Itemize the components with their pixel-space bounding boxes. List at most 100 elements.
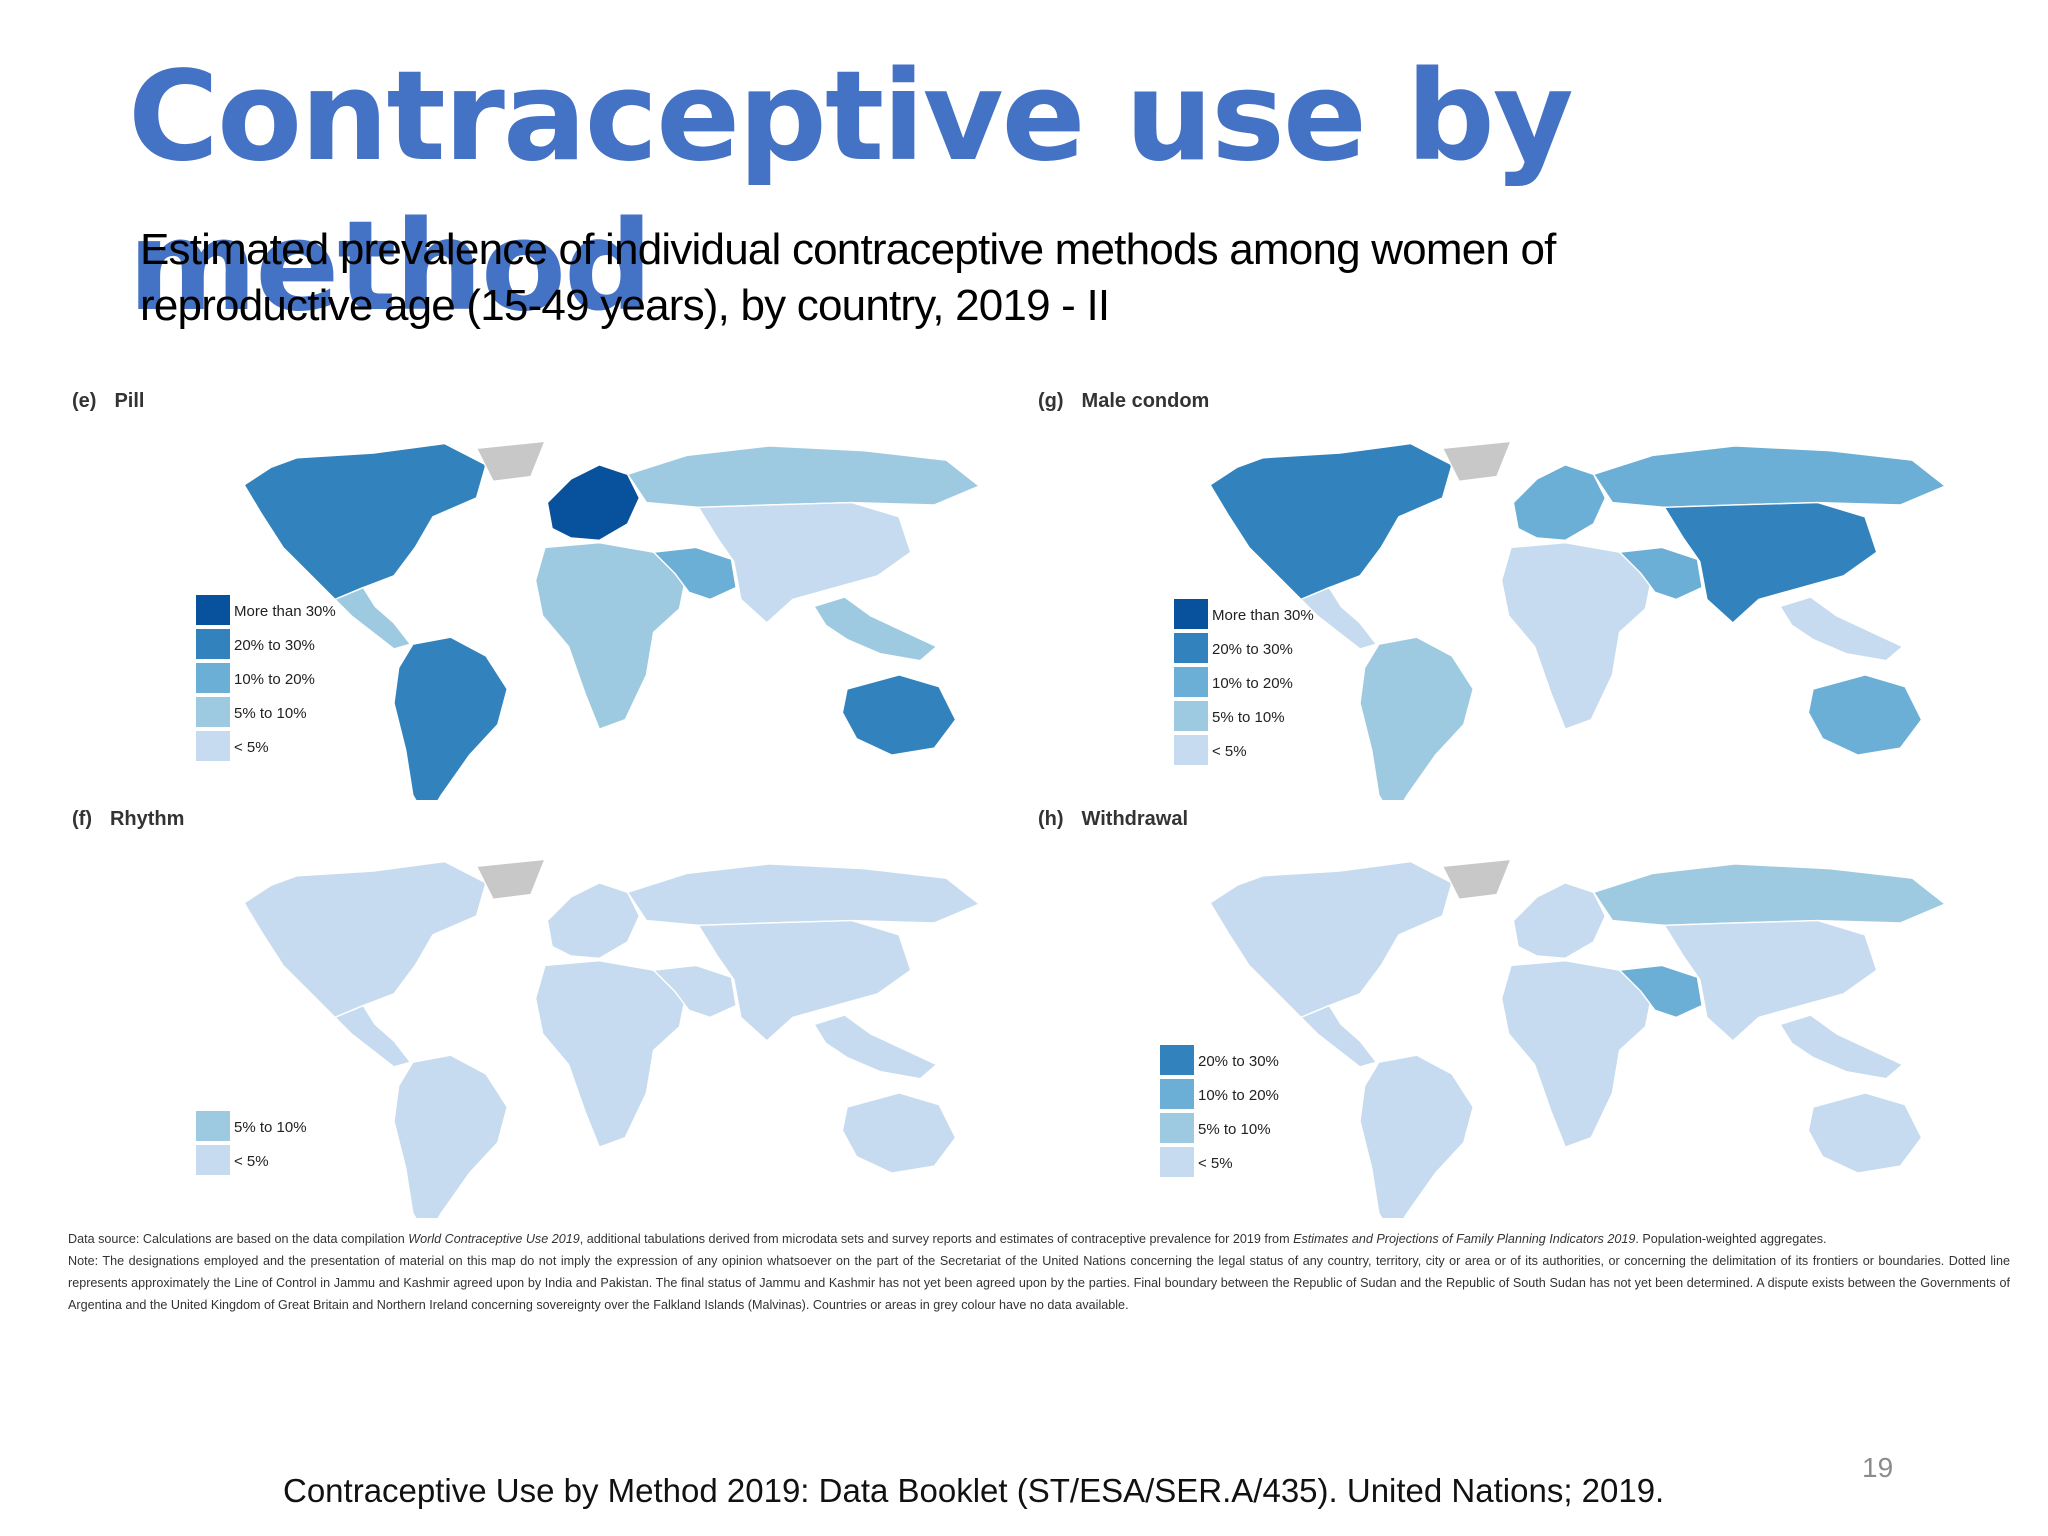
legend-label: 20% to 30%	[234, 636, 315, 654]
map-region-south-america	[1359, 1054, 1475, 1218]
legend-item: 5% to 10%	[1160, 1112, 1279, 1146]
legend-item: < 5%	[196, 730, 336, 764]
legend-swatch	[1160, 1113, 1194, 1145]
map-panel-rhythm: (f) Rhythm 5% to 10% < 5%	[72, 808, 1032, 1228]
map-region-europe	[546, 882, 641, 960]
map-footnotes: Data source: Calculations are based on t…	[68, 1228, 2010, 1316]
panel-letter: (f)	[72, 808, 92, 830]
map-region-middle-east	[1618, 546, 1703, 601]
map-region-central-america	[333, 586, 412, 650]
legend-label: 10% to 20%	[1212, 674, 1293, 692]
panel-name: Rhythm	[109, 808, 185, 830]
map-region-europe	[1512, 882, 1607, 960]
map-region-central-america	[1299, 586, 1378, 650]
legend-item: 20% to 30%	[196, 628, 336, 662]
legend-item: 20% to 30%	[1160, 1044, 1279, 1078]
map-region-asia	[1663, 919, 1878, 1042]
legend-swatch	[196, 697, 230, 729]
map-region-north-america	[243, 860, 487, 1019]
legend-pill: More than 30% 20% to 30% 10% to 20% 5% to 1…	[196, 594, 336, 764]
map-region-africa	[1500, 542, 1654, 731]
legend-item: 20% to 30%	[1174, 632, 1314, 666]
legend-label: < 5%	[1212, 742, 1247, 760]
legend-item: 5% to 10%	[1174, 700, 1314, 734]
legend-label: < 5%	[234, 738, 269, 756]
map-region-africa	[1500, 960, 1654, 1149]
panel-heading: (f) Rhythm	[72, 808, 184, 831]
panel-heading: (e) Pill	[72, 390, 144, 413]
legend-swatch	[196, 1111, 230, 1143]
map-region-australia	[1807, 674, 1923, 756]
map-region-southeast-asia	[812, 1014, 939, 1080]
panel-name: Male condom	[1081, 390, 1210, 412]
world-map-rhythm	[243, 858, 981, 1218]
panel-name: Pill	[114, 390, 145, 412]
legend-swatch	[196, 1145, 230, 1177]
legend-item: 10% to 20%	[1160, 1078, 1279, 1112]
legend-item: < 5%	[196, 1144, 307, 1178]
legend-swatch	[196, 629, 230, 661]
legend-swatch	[1160, 1079, 1194, 1111]
map-region-europe	[546, 464, 641, 542]
legend-item: < 5%	[1174, 734, 1314, 768]
map-region-russia	[626, 445, 981, 509]
map-region-russia	[1592, 863, 1947, 927]
map-region-south-america	[1359, 636, 1475, 800]
legend-withdrawal: 20% to 30% 10% to 20% 5% to 10% < 5%	[1160, 1044, 1279, 1180]
map-region-middle-east	[652, 964, 737, 1019]
map-region-russia	[626, 863, 981, 927]
legend-swatch	[196, 663, 230, 695]
world-map-pill	[243, 440, 981, 800]
legend-swatch	[1174, 735, 1208, 767]
slide-title: Contraceptive use by method	[128, 45, 1574, 339]
legend-item: More than 30%	[1174, 598, 1314, 632]
legend-item: 10% to 20%	[1174, 666, 1314, 700]
map-region-asia	[697, 501, 912, 624]
legend-rhythm: 5% to 10% < 5%	[196, 1110, 307, 1178]
legend-swatch	[1160, 1045, 1194, 1077]
legend-swatch	[196, 731, 230, 763]
source-citation: Contraceptive Use by Method 2019: Data B…	[283, 1472, 1665, 1509]
legend-label: More than 30%	[234, 602, 336, 620]
legend-label: 20% to 30%	[1212, 640, 1293, 658]
map-region-southeast-asia	[1778, 596, 1905, 662]
map-region-central-america	[333, 1004, 412, 1068]
map-panel-withdrawal: (h) Withdrawal 20% to 30% 10% to 20% 5% to …	[1038, 808, 1998, 1228]
legend-label: < 5%	[1198, 1154, 1233, 1172]
legend-label: More than 30%	[1212, 606, 1314, 624]
disclaimer-note: Note: The designations employed and the …	[68, 1254, 2010, 1312]
map-region-greenland	[475, 858, 547, 901]
map-region-greenland	[1441, 858, 1513, 901]
legend-item: More than 30%	[196, 594, 336, 628]
map-region-north-america	[243, 442, 487, 601]
legend-label: 5% to 10%	[234, 1118, 307, 1136]
panel-letter: (e)	[72, 390, 97, 412]
panel-letter: (g)	[1038, 390, 1064, 412]
legend-swatch	[1174, 667, 1208, 699]
legend-label: 20% to 30%	[1198, 1052, 1279, 1070]
panel-name: Withdrawal	[1081, 808, 1189, 830]
panel-heading: (h) Withdrawal	[1038, 808, 1188, 831]
map-region-southeast-asia	[1778, 1014, 1905, 1080]
map-region-north-america	[1209, 860, 1453, 1019]
panel-heading: (g) Male condom	[1038, 390, 1209, 413]
map-region-europe	[1512, 464, 1607, 542]
map-region-south-america	[393, 1054, 509, 1218]
legend-label: < 5%	[234, 1152, 269, 1170]
legend-item: < 5%	[1160, 1146, 1279, 1180]
legend-swatch	[1174, 701, 1208, 733]
legend-swatch	[1174, 599, 1208, 631]
map-region-africa	[534, 960, 688, 1149]
map-region-asia	[1663, 501, 1878, 624]
legend-label: 5% to 10%	[1198, 1120, 1271, 1138]
panel-letter: (h)	[1038, 808, 1064, 830]
map-region-australia	[841, 1092, 957, 1174]
map-region-middle-east	[1618, 964, 1703, 1019]
data-source-note: Data source: Calculations are based on t…	[68, 1232, 1827, 1246]
map-region-africa	[534, 542, 688, 731]
legend-label: 5% to 10%	[1212, 708, 1285, 726]
legend-label: 10% to 20%	[234, 670, 315, 688]
map-region-southeast-asia	[812, 596, 939, 662]
map-region-north-america	[1209, 442, 1453, 601]
map-region-central-america	[1299, 1004, 1378, 1068]
